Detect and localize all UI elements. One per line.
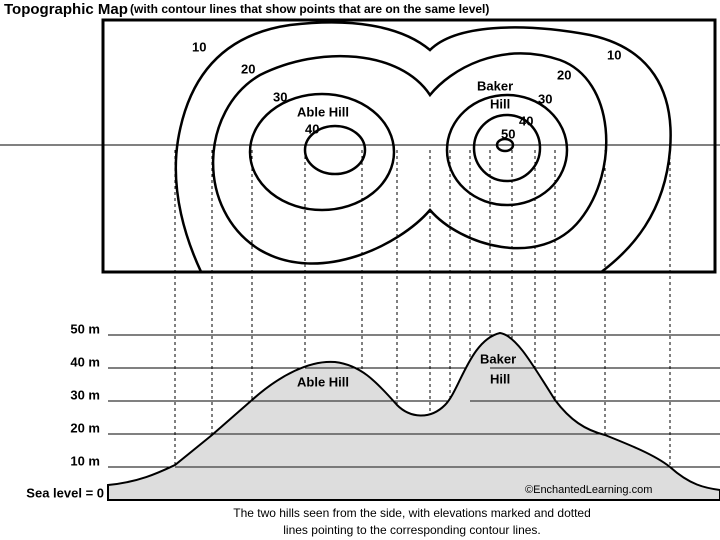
copyright: ©EnchantedLearning.com [525, 484, 652, 496]
elevation-label: 40 m [70, 354, 100, 369]
contour-label: 10 [607, 47, 621, 62]
elevation-grid-over [175, 367, 670, 468]
elevation-labels: 50 m 40 m 30 m 20 m 10 m Sea level = 0 [26, 321, 104, 500]
contour-label: 10 [192, 39, 206, 54]
caption: The two hills seen from the side, with e… [233, 506, 591, 520]
contour-label: 20 [557, 67, 571, 82]
profile-hill-label: Able Hill [297, 374, 349, 389]
contour-label: 50 [501, 126, 515, 141]
elevation-label: Sea level = 0 [26, 485, 104, 500]
elevation-label: 10 m [70, 453, 100, 468]
hill-label: Able Hill [297, 104, 349, 119]
contour-labels: 10 20 30 40 30 40 50 20 10 Able Hill Bak… [192, 39, 621, 141]
caption: lines pointing to the corresponding cont… [283, 523, 541, 537]
hill-label: Hill [490, 96, 510, 111]
subtitle: (with contour lines that show points tha… [130, 2, 489, 16]
contour-label: 20 [241, 61, 255, 76]
contours [174, 21, 672, 272]
contour-label: 30 [273, 89, 287, 104]
contour-label: 40 [519, 113, 533, 128]
elevation-label: 50 m [70, 321, 100, 336]
profile-hill-label: Baker [480, 351, 516, 366]
elevation-label: 20 m [70, 420, 100, 435]
map-frame [101, 18, 717, 274]
title: Topographic Map [4, 1, 128, 18]
contour-label: 40 [305, 121, 319, 136]
hill-profile [107, 331, 720, 501]
profile-hill-label: Hill [490, 371, 510, 386]
elevation-label: 30 m [70, 387, 100, 402]
contour-label: 30 [538, 91, 552, 106]
hill-label: Baker [477, 78, 513, 93]
